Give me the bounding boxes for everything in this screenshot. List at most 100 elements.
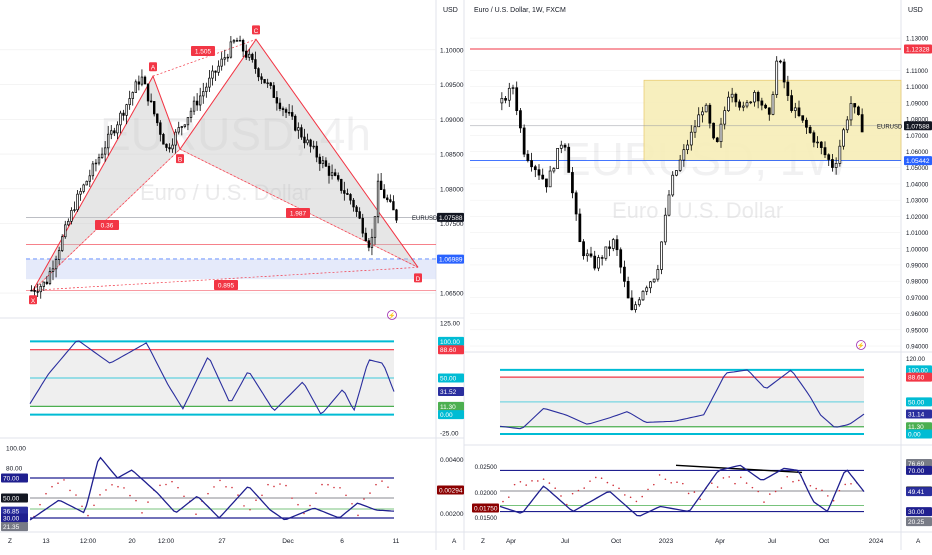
left-osc2-dot xyxy=(183,495,185,498)
left-candle xyxy=(367,240,371,248)
left-candle xyxy=(306,139,309,144)
right-osc2-dot xyxy=(815,487,817,490)
left-candle xyxy=(189,110,193,118)
lightning-icon xyxy=(856,340,866,350)
right-osc1-badge-bg xyxy=(906,372,932,382)
left-candle xyxy=(358,211,361,219)
pattern-point-a-bg xyxy=(149,62,157,72)
right-candle xyxy=(842,129,845,147)
left-osc2-dot xyxy=(165,483,167,486)
right-candle xyxy=(671,174,675,196)
right-candle xyxy=(715,137,719,143)
left-osc1-badge-bg xyxy=(438,373,464,383)
pattern-point-x: X xyxy=(31,298,36,305)
left-candle xyxy=(257,68,260,78)
right-symbol-tag: EURUSD xyxy=(877,124,903,130)
right-candle xyxy=(793,107,797,111)
left-candle xyxy=(251,53,254,60)
right-price-axis-label: 0.99000 xyxy=(906,262,929,269)
right-candle xyxy=(522,127,526,155)
left-osc2-dot xyxy=(309,504,311,507)
left-price-axis-label: 1.09500 xyxy=(440,82,464,89)
right-candle xyxy=(689,131,693,146)
left-osc1-badge-bg xyxy=(438,410,464,420)
right-time-label: Oct xyxy=(819,538,829,545)
left-osc2-dot xyxy=(291,497,293,499)
right-time-label: Apr xyxy=(715,538,726,545)
right-candle xyxy=(853,103,857,108)
left-candle xyxy=(119,112,122,126)
right-candle xyxy=(682,149,686,161)
right-osc2-dot xyxy=(780,487,783,489)
left-price-axis-label: 1.09000 xyxy=(440,117,464,124)
left-candle xyxy=(110,130,113,135)
left-candle xyxy=(159,122,162,135)
right-osc2-badge-bg xyxy=(906,517,932,527)
right-osc2-badge: 20.25 xyxy=(908,519,925,526)
left-osc2-dot xyxy=(333,486,335,489)
right-candle xyxy=(526,153,530,161)
left-osc2-dot xyxy=(321,483,323,486)
right-price-badge-bg xyxy=(904,44,932,54)
lightning-icon xyxy=(387,310,397,320)
left-osc1-axis-label: -25.00 xyxy=(440,431,459,438)
left-candle xyxy=(272,85,275,98)
right-candle xyxy=(571,172,574,194)
right-time-label: Oct xyxy=(611,538,621,545)
left-osc2-dot xyxy=(237,494,239,496)
right-osc2-badge: 70.00 xyxy=(908,468,925,475)
left-candle xyxy=(340,178,343,191)
right-price-axis-label: 0.98000 xyxy=(906,279,929,286)
right-time-label: 2023 xyxy=(659,538,674,545)
right-price-axis-label: 1.02000 xyxy=(906,214,929,221)
left-candle xyxy=(134,81,137,93)
right-osc2-line xyxy=(499,464,865,517)
right-osc2-dot xyxy=(519,481,522,483)
right-osc2-badge-bg xyxy=(906,459,932,469)
left-candle xyxy=(315,145,318,158)
right-osc2-badge: 76.69 xyxy=(908,461,925,468)
left-osc2-dot xyxy=(93,504,95,507)
right-price-axis-label: 1.01000 xyxy=(906,230,929,237)
pattern-ratio-bg xyxy=(191,46,215,56)
left-osc2-dot xyxy=(57,482,59,485)
right-price-axis-label: 1.00000 xyxy=(906,246,929,253)
left-candle xyxy=(195,100,199,106)
left-candle xyxy=(45,281,49,284)
right-candle xyxy=(615,239,619,251)
left-osc2-dot xyxy=(87,514,89,517)
left-osc1-badge: 100.00 xyxy=(440,339,460,346)
left-candle xyxy=(94,162,98,165)
left-candle xyxy=(180,126,183,128)
right-candle xyxy=(537,169,541,176)
left-last-price-badge: 1.07588 xyxy=(439,215,463,222)
right-candle xyxy=(723,110,727,125)
left-osc2-dot xyxy=(123,487,125,489)
left-osc2-dot xyxy=(81,505,83,508)
right-candle xyxy=(831,159,834,168)
left-osc2-dot xyxy=(315,492,317,494)
right-price-axis-label: 0.97000 xyxy=(906,295,929,302)
right-candle xyxy=(574,192,578,215)
left-candle xyxy=(162,134,165,145)
left-osc2-dot xyxy=(105,489,107,491)
left-osc2-dot xyxy=(129,494,131,497)
pattern-xb-line xyxy=(32,148,181,291)
left-candle xyxy=(51,268,55,272)
right-time-label: Jul xyxy=(768,538,777,545)
right-candle xyxy=(819,141,823,148)
left-candle xyxy=(30,289,33,292)
left-candle xyxy=(349,194,352,201)
left-osc2-right-badge: 0.00294 xyxy=(439,488,463,495)
lightning-icon-glyph: ⚡ xyxy=(388,312,395,320)
left-candle xyxy=(192,100,196,112)
left-osc1-badge: 11.30 xyxy=(440,404,456,411)
pattern-point-c: C xyxy=(254,28,259,35)
right-candle xyxy=(611,239,615,249)
left-osc2-dot xyxy=(249,508,251,511)
right-candle xyxy=(741,105,745,108)
left-candle xyxy=(174,131,177,146)
right-candle xyxy=(678,159,682,171)
left-time-label: 27 xyxy=(218,538,226,545)
left-osc2-dot xyxy=(225,485,227,488)
